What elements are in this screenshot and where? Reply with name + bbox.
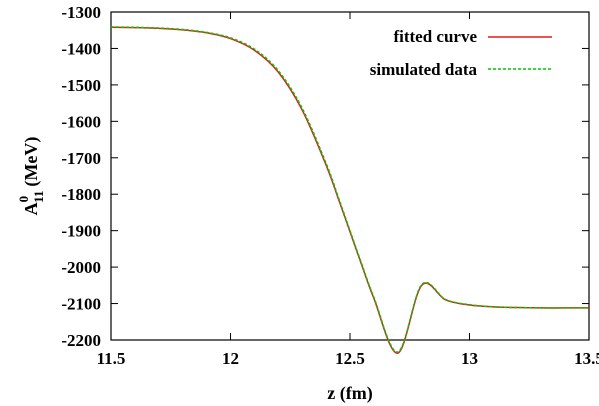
y-tick-label: -1900: [61, 222, 101, 241]
y-tick-label: -1700: [61, 149, 101, 168]
x-axis-label: z (fm): [327, 383, 372, 404]
y-axis-label-base: A: [21, 202, 41, 215]
y-tick-label: -1800: [61, 185, 101, 204]
y-tick-label: -1300: [61, 3, 101, 22]
x-tick-label: 13.5: [574, 349, 599, 368]
y-tick-label: -1500: [61, 76, 101, 95]
series-layer: [110, 26, 589, 354]
svg-text:A011(MeV): A011 (MeV): [16, 137, 46, 216]
y-axis-label-sup: 0: [16, 196, 31, 203]
legend: fitted curve simulated data: [370, 27, 552, 79]
y-tick-label: -1600: [61, 112, 101, 131]
x-tick-label: 12: [222, 349, 239, 368]
legend-label-fitted: fitted curve: [393, 27, 477, 46]
y-tick-label: -1400: [61, 39, 101, 58]
y-axis-label-unit: (MeV): [21, 137, 42, 187]
x-axis-ticks: 11.5 12 12.5 13 13.5: [97, 12, 599, 368]
plot-frame: [110, 11, 590, 341]
x-tick-label: 13: [461, 349, 478, 368]
y-tick-label: -2200: [61, 331, 101, 350]
y-tick-label: -2000: [61, 258, 101, 277]
x-tick-label: 12.5: [335, 349, 365, 368]
y-tick-label: -2100: [61, 295, 101, 314]
y-axis-label-sub: 11: [31, 191, 46, 203]
legend-label-simulated: simulated data: [370, 60, 478, 79]
series-line-simulated: [110, 26, 589, 353]
y-axis-label: A011 (MeV): [16, 137, 46, 216]
y-axis-ticks: -2200 -2100 -2000 -1900 -1800 -1700 -1600 -1500…: [61, 3, 589, 350]
series-line-fitted: [110, 26, 589, 354]
x-tick-label: 11.5: [97, 349, 126, 368]
